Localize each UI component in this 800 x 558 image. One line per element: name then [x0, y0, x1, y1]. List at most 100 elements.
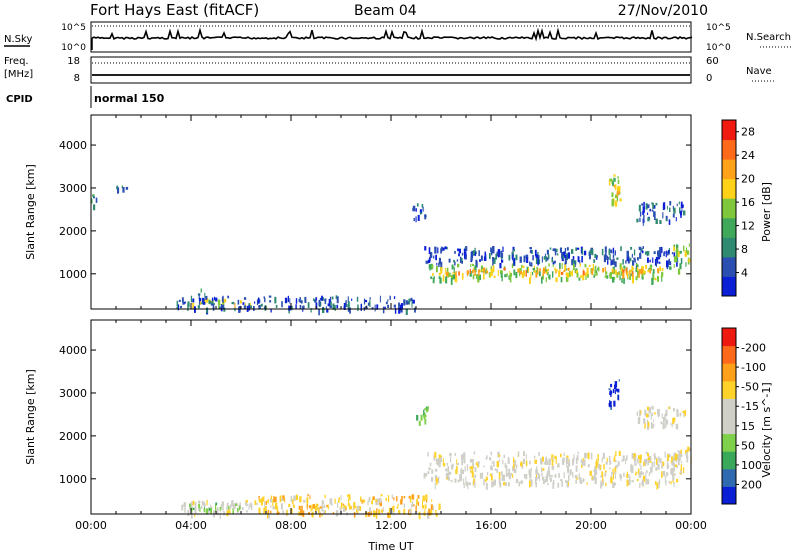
velocity-range-gate — [391, 509, 393, 515]
power-range-gate — [604, 275, 607, 278]
power-range-gate — [675, 256, 677, 262]
power-range-gate — [486, 270, 489, 274]
velocity-range-gate — [222, 504, 224, 512]
power-range-gate — [645, 264, 647, 270]
velocity-colorbar-label: Velocity [m s^-1] — [760, 382, 773, 477]
velocity-range-gate — [338, 497, 341, 500]
velocity-range-gate — [447, 466, 449, 472]
velocity-range-gate — [371, 498, 373, 505]
velocity-range-gate — [508, 473, 512, 480]
power-range-gate — [638, 246, 641, 251]
power-range-gate — [527, 267, 530, 273]
velocity-range-gate — [503, 482, 506, 486]
power-range-gate — [472, 274, 475, 280]
power-range-gate — [643, 270, 646, 274]
power-range-gate — [566, 247, 569, 251]
velocity-range-gate — [445, 472, 448, 479]
colorbar-tick-label: -200 — [741, 342, 766, 355]
velocity-range-gate — [379, 501, 382, 507]
power-range-gate — [330, 301, 332, 306]
velocity-range-gate — [471, 459, 474, 463]
power-range-gate — [610, 259, 612, 266]
velocity-range-gate — [426, 409, 429, 413]
velocity-range-gate — [683, 410, 685, 418]
velocity-range-gate — [633, 453, 636, 460]
power-range-gate — [582, 273, 585, 281]
power-range-gate — [535, 258, 538, 264]
velocity-range-gate — [534, 477, 537, 485]
power-range-gate — [637, 257, 639, 261]
power-range-gate — [649, 265, 653, 271]
velocity-range-gate — [356, 511, 358, 514]
velocity-range-gate — [286, 509, 288, 516]
velocity-range-gate — [507, 458, 510, 464]
velocity-range-gate — [674, 473, 676, 476]
power-range-gate — [484, 251, 486, 258]
power-range-gate — [393, 296, 396, 299]
velocity-range-gate — [250, 502, 252, 508]
power-range-gate — [588, 264, 591, 267]
colorbar-tick-label: 100 — [741, 459, 762, 472]
velocity-data-layer — [181, 379, 692, 520]
velocity-echo-region — [254, 493, 441, 520]
power-range-gate — [641, 271, 644, 279]
velocity-range-gate — [649, 455, 652, 462]
velocity-range-gate — [323, 505, 326, 509]
nsearch-label: N.Search — [746, 32, 791, 43]
power-range-gate — [555, 269, 558, 272]
power-range-gate — [304, 296, 307, 303]
power-range-gate — [576, 270, 578, 273]
power-range-gate — [257, 297, 260, 304]
power-range-gate — [623, 265, 626, 268]
power-range-gate — [227, 295, 230, 299]
power-range-gate — [504, 274, 507, 278]
power-echo-region — [197, 288, 208, 300]
velocity-range-gate — [317, 507, 320, 514]
velocity-range-gate — [537, 472, 540, 479]
power-range-gate — [609, 273, 611, 278]
velocity-range-gate — [282, 495, 285, 501]
colorbar-swatch — [722, 120, 736, 141]
velocity-range-gate — [319, 506, 322, 509]
velocity-range-gate — [233, 504, 235, 511]
power-range-gate — [564, 258, 567, 264]
velocity-range-gate — [673, 464, 675, 472]
velocity-range-gate — [450, 456, 452, 463]
velocity-range-gate — [660, 421, 663, 425]
power-range-gate — [117, 187, 120, 194]
power-range-gate — [412, 205, 416, 212]
velocity-range-gate — [464, 466, 466, 472]
velocity-range-gate — [529, 473, 532, 479]
power-range-gate — [657, 276, 659, 282]
velocity-range-gate — [409, 508, 411, 513]
velocity-range-gate — [674, 464, 677, 467]
velocity-range-gate — [535, 476, 538, 481]
velocity-range-gate — [413, 504, 415, 507]
velocity-range-gate — [442, 458, 444, 466]
power-range-gate — [564, 248, 567, 254]
power-range-gate — [335, 295, 338, 300]
power-range-gate — [543, 256, 546, 260]
power-range-gate — [240, 300, 242, 304]
power-range-gate — [579, 263, 581, 267]
velocity-range-gate — [454, 453, 456, 456]
velocity-range-gate — [281, 498, 284, 501]
power-range-gate — [643, 214, 645, 219]
velocity-range-gate — [545, 475, 548, 482]
velocity-range-gate — [653, 453, 656, 460]
velocity-range-gate — [438, 460, 441, 465]
velocity-range-gate — [678, 451, 681, 458]
power-range-gate — [675, 217, 677, 222]
velocity-range-gate — [608, 456, 611, 462]
velocity-range-gate — [602, 479, 604, 484]
velocity-range-gate — [563, 452, 565, 456]
velocity-range-gate — [299, 496, 302, 503]
power-range-gate — [336, 304, 339, 309]
power-range-gate — [324, 298, 327, 302]
power-range-gate — [501, 259, 504, 263]
power-range-gate — [497, 269, 499, 277]
velocity-range-gate — [638, 471, 642, 478]
power-range-gate — [655, 256, 659, 264]
velocity-range-gate — [324, 494, 326, 498]
power-range-gate — [176, 306, 178, 310]
